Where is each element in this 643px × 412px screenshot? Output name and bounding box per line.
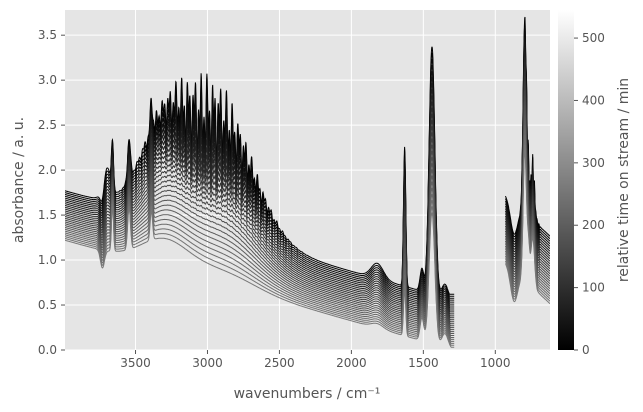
y-tick-label: 1.5 (38, 208, 57, 222)
y-tick-label: 0.0 (38, 343, 57, 357)
colorbar-label: relative time on stream / min (616, 78, 632, 282)
y-tick-label: 1.0 (38, 253, 57, 267)
colorbar (558, 10, 574, 350)
colorbar-tick-label: 400 (582, 93, 605, 107)
colorbar-tick-label: 500 (582, 31, 605, 45)
colorbar-tick-label: 200 (582, 218, 605, 232)
x-axis-label: wavenumbers / cm⁻¹ (234, 386, 381, 402)
x-tick-label: 1000 (480, 356, 511, 370)
y-tick-label: 2.0 (38, 163, 57, 177)
x-tick-label: 2000 (336, 356, 367, 370)
y-tick-label: 2.5 (38, 118, 57, 132)
y-tick-label: 3.5 (38, 28, 57, 42)
spectrum-line (65, 206, 455, 348)
colorbar-axis: 0 100 200 300 400 500 (574, 31, 605, 357)
colorbar-tick-label: 0 (582, 343, 590, 357)
x-tick-label: 2500 (264, 356, 295, 370)
colorbar-tick-label: 300 (582, 156, 605, 170)
x-axis: 3500 3000 2500 2000 1500 1000 (120, 350, 511, 370)
x-tick-label: 3500 (120, 356, 151, 370)
x-tick-label: 3000 (192, 356, 223, 370)
y-axis: 0.0 0.5 1.0 1.5 2.0 2.5 3.0 3.5 (38, 28, 65, 357)
x-tick-label: 1500 (408, 356, 439, 370)
y-tick-label: 0.5 (38, 298, 57, 312)
spectra (65, 16, 550, 348)
plot-background (65, 10, 550, 350)
y-tick-label: 3.0 (38, 73, 57, 87)
y-axis-label: absorbance / a. u. (11, 117, 27, 243)
spectrum-line (504, 149, 550, 305)
colorbar-tick-label: 100 (582, 281, 605, 295)
